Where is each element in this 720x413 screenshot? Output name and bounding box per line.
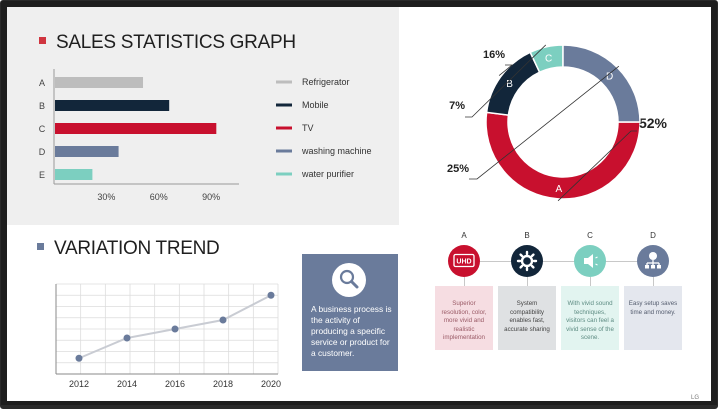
bar-a (55, 77, 144, 88)
network-icon (637, 245, 669, 277)
donut-slice-letter: A (556, 184, 563, 195)
feature-letter: A (461, 231, 467, 240)
sales-title-text: SALES STATISTICS GRAPH (56, 32, 296, 53)
gear-icon (511, 245, 543, 277)
legend-label: Mobile (302, 100, 329, 110)
bar-category-label: E (39, 170, 45, 180)
trend-point (75, 354, 83, 362)
speaker-icon (574, 245, 606, 277)
trend-line-chart: 2012 2014 2016 2018 2020 (55, 283, 281, 389)
legend-label: TV (302, 123, 314, 133)
legend-label: washing machine (301, 146, 372, 156)
legend-label: Refrigerator (302, 77, 350, 87)
sales-donut-chart: A 52% B 16% C 7% D 25% (447, 44, 668, 202)
bar-category-label: B (39, 101, 45, 111)
bar-category-label: A (39, 78, 45, 88)
legend-swatch (276, 80, 292, 84)
feature-connector (464, 277, 465, 286)
sales-panel (7, 7, 399, 225)
legend-swatch (276, 172, 292, 176)
trend-point (267, 291, 275, 299)
feature-letter: B (524, 231, 530, 240)
trend-x-tick-label: 2012 (69, 379, 89, 389)
trend-title-text: VARIATION TREND (54, 238, 220, 259)
feature-letter: C (587, 231, 593, 240)
trend-x-tick-label: 2016 (165, 379, 185, 389)
sales-title-marker (39, 37, 46, 45)
magnifier-icon (332, 263, 366, 297)
bar-d (55, 146, 119, 157)
trend-x-tick-label: 2018 (213, 379, 233, 389)
feature-letter: D (650, 231, 656, 240)
sales-title: SALES STATISTICS GRAPH (39, 32, 296, 54)
trend-title-marker (37, 243, 44, 251)
feature-description: Superior resolution, color, more vivid a… (435, 286, 493, 350)
trend-point (171, 325, 179, 333)
features-connector-line (464, 261, 653, 262)
donut-slice-letter: C (545, 54, 552, 65)
trend-point (123, 334, 131, 342)
feature-connector (527, 277, 528, 286)
donut-leader-line (557, 130, 637, 202)
business-process-card: A business process is the activity of pr… (302, 254, 398, 371)
donut-slice-letter: B (506, 79, 513, 90)
business-process-text: A business process is the activity of pr… (311, 304, 392, 358)
donut-percent-label: 52% (639, 115, 668, 131)
trend-x-tick-label: 2020 (261, 379, 281, 389)
bar-x-tick-label: 30% (97, 192, 115, 202)
bar-x-tick-label: 90% (202, 192, 220, 202)
bar-e (55, 169, 93, 180)
trend-x-tick-label: 2014 (117, 379, 137, 389)
legend-label: water purifier (301, 169, 354, 179)
feature-connector (590, 277, 591, 286)
feature-connector (653, 277, 654, 286)
legend-swatch (276, 149, 292, 153)
feature-description: System compatibility enables fast, accur… (498, 286, 556, 350)
brand-logo: LG (690, 395, 699, 401)
legend-swatch (276, 126, 292, 130)
trend-point (219, 316, 227, 324)
bar-x-tick-label: 60% (150, 192, 168, 202)
legend-swatch (276, 103, 292, 107)
donut-slice-a (485, 111, 641, 200)
donut-leader-line (465, 44, 547, 118)
bar-category-label: C (39, 124, 46, 134)
feature-description: Easy setup saves time and money. (624, 286, 682, 350)
donut-percent-label: 16% (483, 49, 505, 61)
donut-percent-label: 25% (447, 163, 469, 175)
sales-bar-chart: A B C D E 30% 60% 90% Refrigerator Mobile TV washin… (39, 69, 372, 202)
svg-text:UHD: UHD (456, 259, 471, 266)
donut-slice-letter: D (606, 71, 613, 82)
bar-category-label: D (39, 147, 46, 157)
bar-c (55, 123, 217, 134)
signage-screen: SALES STATISTICS GRAPH A B C D E 30% 60% 90% Ref… (7, 7, 711, 401)
trend-title: VARIATION TREND (37, 238, 220, 260)
donut-percent-label: 7% (449, 100, 465, 112)
donut-slice-d (562, 44, 641, 123)
donut-leader-line (469, 65, 620, 180)
donut-leader-line (498, 64, 514, 76)
feature-description: With vivid sound techniques, visitors ca… (561, 286, 619, 350)
bar-b (55, 100, 170, 111)
donut-slice-b (485, 51, 541, 116)
uhd-icon: UHD (448, 245, 480, 277)
